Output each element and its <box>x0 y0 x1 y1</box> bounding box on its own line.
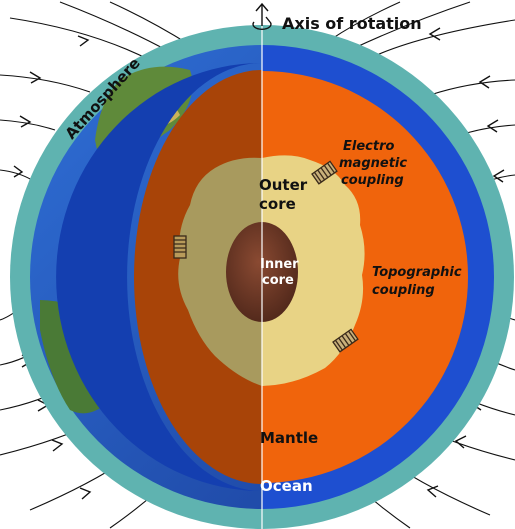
label-coupling-em: coupling <box>341 173 404 188</box>
ocean-rim-left <box>56 63 262 491</box>
label-ocean: Ocean <box>260 477 313 495</box>
label-magnetic: magnetic <box>339 156 407 171</box>
label-coupling-topo: coupling <box>372 283 435 298</box>
coupling-spring-icon <box>173 235 187 259</box>
label-inner: Inner <box>260 257 299 272</box>
coupling-spring-icon <box>332 328 359 353</box>
coupling-spring-icon <box>311 160 338 185</box>
label-axis-of-rotation: Axis of rotation <box>282 14 422 33</box>
label-inner-core: core <box>262 273 294 288</box>
label-mantle: Mantle <box>260 429 318 447</box>
label-electro: Electro <box>343 139 394 154</box>
outer-core-shadow <box>178 157 262 386</box>
label-outer: Outer <box>259 176 308 194</box>
outer-core-lit <box>262 155 365 386</box>
rotation-arrow-icon <box>252 2 272 30</box>
label-topographic: Topographic <box>372 265 462 280</box>
label-outer-core: core <box>259 195 296 213</box>
